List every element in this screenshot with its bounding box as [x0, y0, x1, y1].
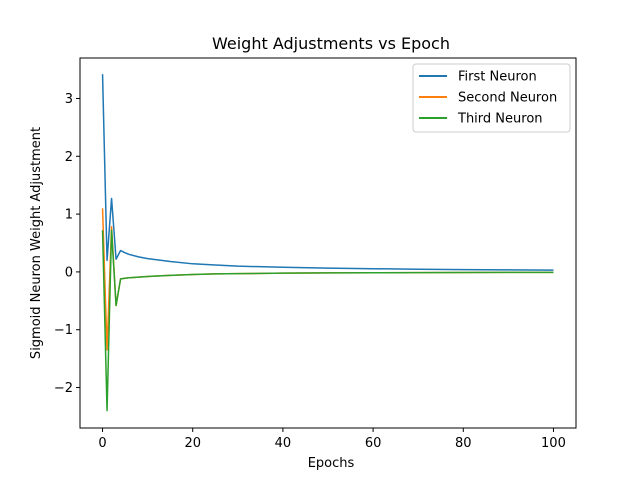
y-tick-label: −2 [54, 381, 73, 396]
x-tick-label: 40 [275, 436, 292, 451]
series-line-1 [101, 74, 554, 271]
legend-label: Second Neuron [458, 91, 557, 106]
x-axis-ticks: 0 20 40 60 80 100 [98, 428, 566, 451]
x-tick-label: 20 [184, 436, 201, 451]
y-tick-label: 3 [65, 92, 73, 107]
legend-label: Third Neuron [457, 112, 543, 127]
y-axis-label: Sigmoid Neuron Weight Adjustment [29, 127, 44, 359]
y-tick-label: 2 [65, 150, 73, 165]
legend-box [412, 63, 571, 133]
chart-title: Weight Adjustments vs Epoch [212, 34, 450, 53]
legend: First Neuron Second Neuron Third Neuron [412, 63, 571, 133]
y-tick-label: −1 [54, 323, 73, 338]
plot-frame [79, 57, 577, 429]
x-tick-label: 100 [541, 436, 566, 451]
series-line-2 [101, 208, 554, 351]
x-axis-label: Epochs [308, 456, 355, 471]
series-lines [101, 74, 554, 412]
x-tick-label: 60 [365, 436, 382, 451]
legend-label: First Neuron [458, 70, 537, 85]
x-tick-label: 0 [98, 436, 106, 451]
series-line-3 [101, 229, 554, 412]
y-tick-label: 0 [65, 265, 73, 280]
x-tick-label: 80 [455, 436, 472, 451]
y-tick-label: 1 [65, 208, 73, 223]
y-axis-ticks: −2 −1 0 1 2 3 [54, 92, 80, 396]
